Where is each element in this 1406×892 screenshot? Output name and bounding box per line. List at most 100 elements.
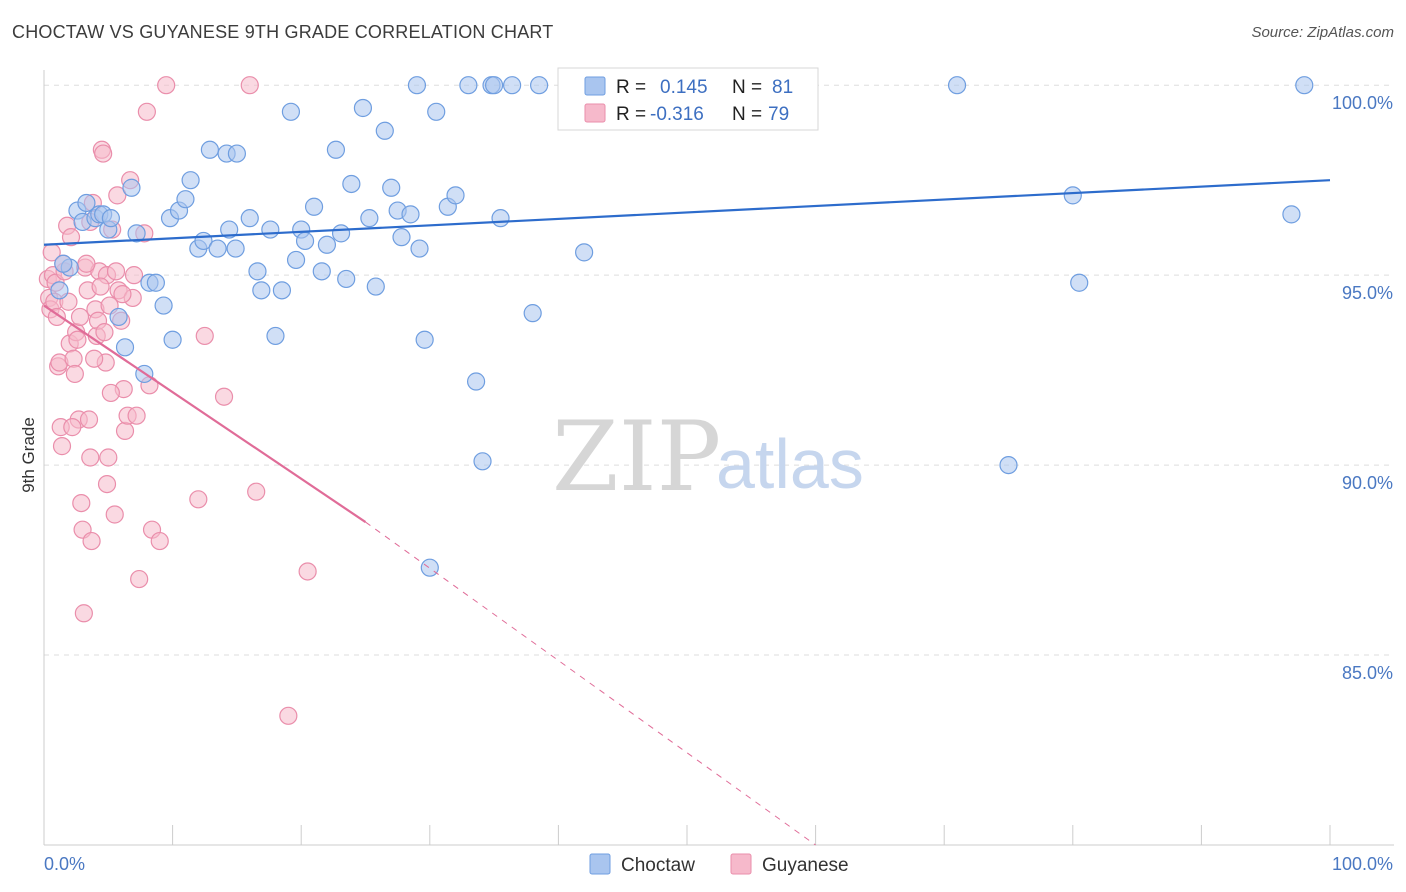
- choctaw-point: [446, 186, 465, 205]
- guyanese-point: [91, 277, 110, 296]
- guyanese-point: [99, 448, 118, 467]
- guyanese-point: [113, 285, 132, 304]
- legend-swatch-choctaw: [584, 76, 606, 96]
- trend-line-extension-guyanese: [365, 521, 816, 846]
- choctaw-point: [181, 171, 200, 190]
- choctaw-point: [163, 330, 182, 349]
- series-guyanese-points: [38, 76, 317, 725]
- legend-r-label-guyanese: R =: [616, 104, 646, 125]
- guyanese-point: [68, 330, 87, 349]
- guyanese-point: [137, 102, 156, 121]
- guyanese-point: [97, 474, 117, 494]
- choctaw-point: [473, 452, 492, 471]
- choctaw-point: [485, 76, 504, 95]
- choctaw-point: [176, 190, 195, 209]
- choctaw-point: [286, 250, 306, 270]
- choctaw-point: [312, 262, 331, 281]
- trend-lines: [43, 179, 1331, 846]
- choctaw-point: [1282, 205, 1301, 224]
- choctaw-point: [127, 224, 146, 243]
- choctaw-point: [208, 239, 227, 258]
- choctaw-point: [1063, 186, 1082, 205]
- guyanese-point: [85, 349, 104, 368]
- choctaw-point: [101, 209, 120, 228]
- trend-line-choctaw: [43, 179, 1331, 246]
- series-choctaw-points: [50, 76, 1314, 577]
- guyanese-point: [150, 531, 169, 551]
- choctaw-point: [366, 277, 385, 296]
- y-axis-label: 9th Grade: [19, 417, 38, 493]
- legend-n-value-choctaw: 81: [772, 77, 793, 98]
- choctaw-point: [317, 235, 337, 254]
- choctaw-point: [122, 178, 141, 197]
- guyanese-point: [214, 387, 234, 406]
- guyanese-point: [61, 228, 81, 247]
- choctaw-point: [261, 220, 280, 239]
- y-tick-label: 95.0%: [1342, 283, 1393, 303]
- legend-r-value-choctaw: 0.145: [660, 77, 708, 98]
- choctaw-point: [220, 220, 239, 239]
- choctaw-point: [146, 273, 165, 292]
- guyanese-point: [63, 418, 82, 437]
- choctaw-point: [54, 254, 73, 273]
- guyanese-point: [95, 323, 114, 342]
- legend-swatch-guyanese: [584, 103, 606, 123]
- watermark-zip: ZIP: [552, 401, 721, 513]
- choctaw-point: [154, 296, 173, 315]
- choctaw-point: [999, 455, 1018, 475]
- choctaw-point: [575, 243, 594, 262]
- guyanese-point: [82, 531, 101, 551]
- choctaw-point: [337, 269, 356, 289]
- tick-labels: 100.0% 95.0% 90.0% 85.0% 0.0% 100.0%: [44, 93, 1393, 874]
- bottom-legend-swatch-choctaw: [589, 853, 611, 875]
- choctaw-point: [375, 121, 394, 140]
- choctaw-point: [252, 281, 271, 300]
- axes: [43, 70, 1394, 846]
- guyanese-point: [115, 421, 135, 441]
- y-tick-label: 85.0%: [1342, 663, 1393, 683]
- choctaw-point: [523, 304, 542, 323]
- choctaw-point: [226, 239, 245, 258]
- guyanese-point: [52, 437, 72, 456]
- choctaw-point: [77, 193, 96, 213]
- bottom-legend-label-choctaw: Choctaw: [621, 855, 695, 876]
- guyanese-point: [240, 76, 259, 95]
- choctaw-point: [115, 338, 135, 357]
- choctaw-point: [415, 330, 434, 349]
- choctaw-point: [491, 209, 510, 228]
- choctaw-point: [295, 231, 315, 251]
- guyanese-point: [124, 266, 144, 285]
- y-tick-label: 90.0%: [1342, 473, 1393, 493]
- guyanese-point: [94, 144, 113, 163]
- y-tick-label: 100.0%: [1332, 93, 1393, 113]
- guyanese-point: [81, 448, 100, 467]
- choctaw-point: [530, 76, 549, 95]
- choctaw-point: [227, 144, 246, 163]
- legend-n-value-guyanese: 79: [768, 104, 789, 125]
- choctaw-point: [266, 326, 285, 346]
- x-tick-label: 100.0%: [1332, 854, 1393, 874]
- choctaw-point: [407, 76, 427, 95]
- guyanese-point: [70, 307, 90, 327]
- choctaw-point: [272, 281, 292, 300]
- choctaw-point: [1070, 273, 1089, 292]
- choctaw-point: [304, 197, 324, 216]
- chart-title: CHOCTAW VS GUYANESE 9TH GRADE CORRELATIO…: [12, 22, 554, 42]
- guyanese-point: [65, 364, 84, 384]
- source-note: Source: ZipAtlas.com: [1251, 24, 1394, 41]
- choctaw-point: [50, 281, 69, 300]
- choctaw-point: [420, 558, 439, 577]
- guyanese-point: [77, 254, 96, 273]
- x-tick-label: 0.0%: [44, 854, 85, 874]
- choctaw-point: [200, 140, 219, 159]
- choctaw-point: [382, 178, 401, 197]
- legend-r-label-choctaw: R =: [616, 77, 646, 98]
- guyanese-point: [79, 410, 99, 429]
- guyanese-point: [72, 493, 91, 513]
- choctaw-point: [392, 228, 411, 247]
- guyanese-point: [106, 262, 126, 281]
- guyanese-point: [101, 383, 120, 403]
- choctaw-point: [248, 262, 267, 281]
- guyanese-point: [298, 562, 317, 581]
